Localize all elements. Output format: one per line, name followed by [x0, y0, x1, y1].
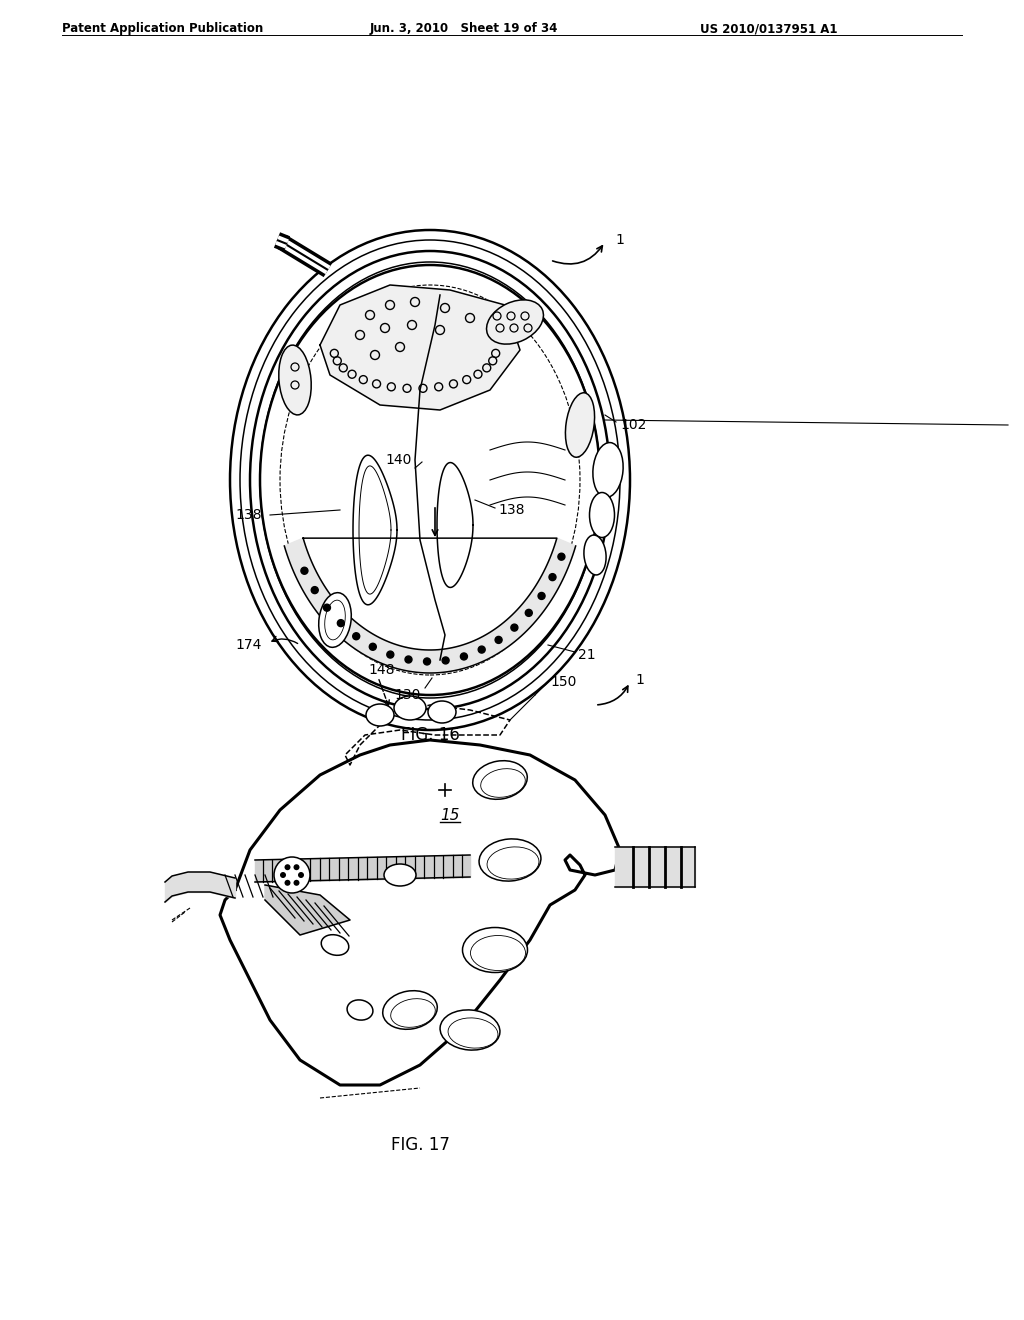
Circle shape — [370, 643, 376, 651]
Circle shape — [311, 586, 318, 594]
Ellipse shape — [590, 492, 614, 537]
Text: 21: 21 — [578, 648, 596, 663]
Ellipse shape — [366, 704, 394, 726]
Text: Patent Application Publication: Patent Application Publication — [62, 22, 263, 36]
Circle shape — [352, 632, 359, 640]
Circle shape — [495, 636, 502, 643]
Polygon shape — [220, 741, 620, 1085]
Text: 15: 15 — [440, 808, 460, 822]
Polygon shape — [285, 539, 575, 673]
Text: FIG. 17: FIG. 17 — [390, 1137, 450, 1154]
Circle shape — [294, 880, 299, 886]
Text: FIG. 16: FIG. 16 — [400, 726, 460, 744]
Circle shape — [424, 657, 430, 665]
Circle shape — [387, 651, 394, 659]
Ellipse shape — [260, 265, 600, 696]
Ellipse shape — [347, 999, 373, 1020]
Text: Jun. 3, 2010   Sheet 19 of 34: Jun. 3, 2010 Sheet 19 of 34 — [370, 22, 558, 36]
Ellipse shape — [384, 865, 416, 886]
Circle shape — [324, 605, 331, 611]
Circle shape — [274, 857, 310, 894]
Circle shape — [294, 865, 299, 870]
Ellipse shape — [463, 928, 527, 973]
Circle shape — [285, 865, 291, 870]
Text: 1: 1 — [615, 234, 624, 247]
Ellipse shape — [593, 442, 624, 498]
Text: 102: 102 — [620, 418, 646, 432]
Ellipse shape — [279, 345, 311, 414]
Circle shape — [558, 553, 565, 560]
Ellipse shape — [479, 840, 541, 880]
Text: 138: 138 — [498, 503, 524, 517]
Ellipse shape — [565, 393, 595, 457]
Polygon shape — [265, 884, 350, 935]
Polygon shape — [319, 285, 520, 411]
Text: 148: 148 — [368, 663, 394, 677]
Circle shape — [442, 657, 450, 664]
Ellipse shape — [428, 701, 456, 723]
Circle shape — [478, 645, 485, 653]
Text: US 2010/0137951 A1: US 2010/0137951 A1 — [700, 22, 838, 36]
Circle shape — [285, 880, 291, 886]
Circle shape — [301, 568, 308, 574]
Text: 140: 140 — [385, 453, 412, 467]
Circle shape — [280, 873, 286, 878]
Text: 130: 130 — [395, 688, 421, 702]
Ellipse shape — [383, 991, 437, 1030]
Text: 150: 150 — [550, 675, 577, 689]
Circle shape — [461, 653, 467, 660]
Ellipse shape — [473, 760, 527, 800]
Ellipse shape — [440, 1010, 500, 1051]
Ellipse shape — [486, 300, 544, 345]
Circle shape — [538, 593, 545, 599]
Ellipse shape — [584, 535, 606, 576]
Polygon shape — [437, 462, 473, 587]
Circle shape — [406, 656, 412, 663]
Polygon shape — [353, 455, 397, 605]
Ellipse shape — [322, 935, 349, 956]
Ellipse shape — [394, 696, 426, 719]
Text: 174: 174 — [234, 638, 261, 652]
Circle shape — [298, 873, 304, 878]
Ellipse shape — [318, 593, 351, 647]
Circle shape — [511, 624, 518, 631]
Circle shape — [525, 610, 532, 616]
Text: 138: 138 — [234, 508, 261, 521]
Circle shape — [337, 619, 344, 627]
Text: 1: 1 — [635, 673, 644, 686]
Circle shape — [549, 574, 556, 581]
